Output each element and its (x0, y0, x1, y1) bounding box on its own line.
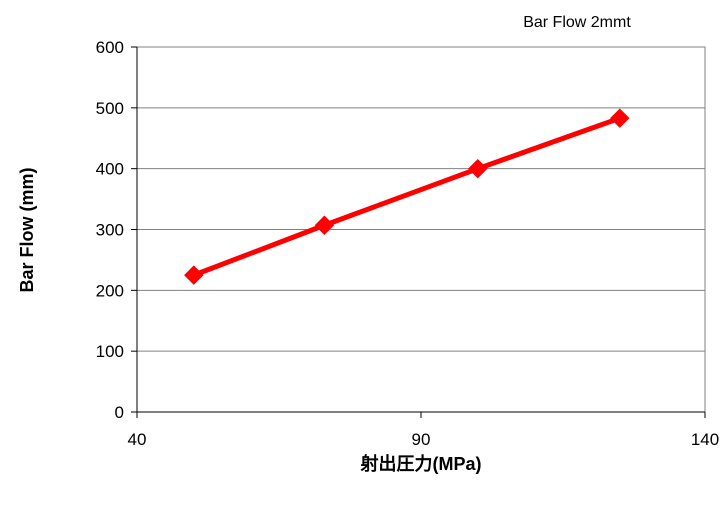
y-axis-title: Bar Flow (mm) (17, 167, 37, 292)
data-point-marker (610, 108, 630, 128)
series-line (192, 115, 621, 278)
data-point-marker (184, 265, 204, 285)
x-axis-title: 射出圧力(MPa) (360, 453, 482, 474)
data-point-marker (314, 215, 335, 235)
y-tick-label: 300 (96, 221, 124, 240)
data-point-marker (468, 158, 488, 179)
series-layer (184, 108, 630, 285)
y-tick-label: 400 (96, 160, 124, 179)
y-tick-label: 500 (96, 99, 124, 118)
x-tick-label: 90 (412, 430, 431, 449)
x-tick-label: 40 (128, 430, 147, 449)
chart-title: Bar Flow 2mmt (523, 14, 631, 31)
tick-labels: 0 100 200 300 400 500 600 40 90 140 (96, 38, 720, 449)
y-tick-label: 100 (96, 342, 124, 361)
gridlines (137, 107, 705, 352)
x-tick-label: 140 (691, 430, 719, 449)
y-tick-label: 600 (96, 38, 124, 57)
y-tick-label: 200 (96, 281, 124, 300)
axes (131, 46, 706, 418)
y-tick-label: 0 (115, 403, 124, 422)
